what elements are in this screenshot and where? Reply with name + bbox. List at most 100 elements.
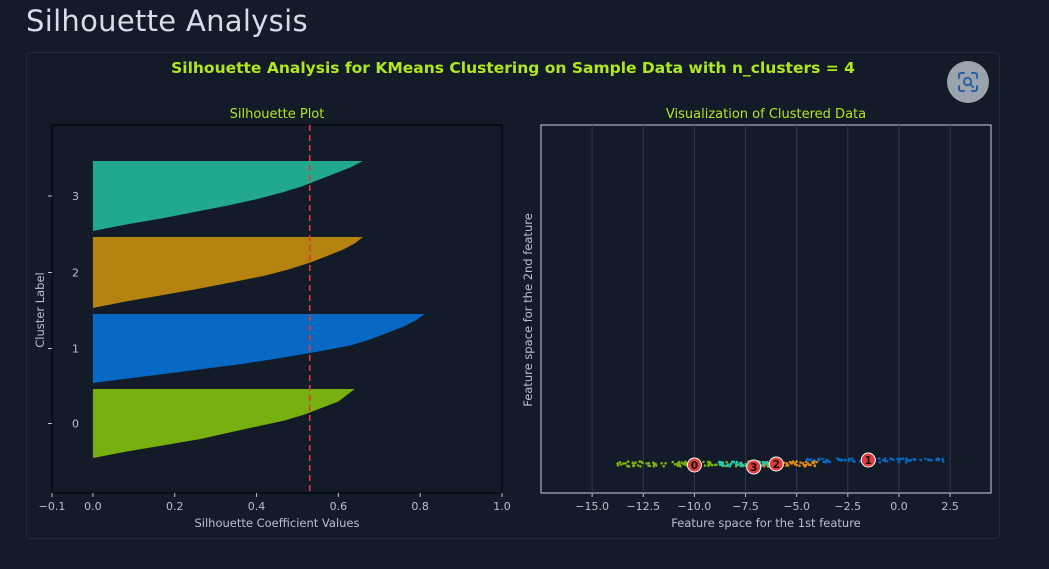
lens-icon xyxy=(958,72,978,92)
scatter-xtick-label: −5.0 xyxy=(783,500,810,513)
page-title: Silhouette Analysis xyxy=(26,4,308,38)
scatter-point-cluster-0 xyxy=(662,464,665,468)
scatter-point-cluster-3 xyxy=(736,463,740,467)
scatter-point-cluster-1 xyxy=(889,457,893,461)
scatter-point-cluster-1 xyxy=(901,457,905,461)
scatter-point-cluster-2 xyxy=(815,460,818,464)
scatter-point-cluster-0 xyxy=(616,462,619,465)
scatter-point-cluster-1 xyxy=(883,457,887,460)
cluster-center-2 xyxy=(768,456,784,472)
scatter-point-cluster-2 xyxy=(798,464,801,468)
scatter-point-cluster-1 xyxy=(897,460,901,463)
scatter-point-cluster-0 xyxy=(622,462,625,465)
scatter-point-cluster-3 xyxy=(741,464,745,468)
scatter-point-cluster-3 xyxy=(765,460,769,464)
scatter-point-cluster-1 xyxy=(825,458,828,462)
scatter-point-cluster-3 xyxy=(721,461,724,464)
scatter-point-cluster-0 xyxy=(734,465,738,468)
scatter-point-cluster-3 xyxy=(728,464,731,468)
scatter-point-cluster-1 xyxy=(924,457,927,461)
scatter-ylabel: Feature space for the 2nd feature xyxy=(521,213,535,407)
scatter-point-cluster-1 xyxy=(899,457,902,460)
scatter-xtick-label: −12.5 xyxy=(626,500,660,513)
scatter-xtick-label: −15.0 xyxy=(575,500,609,513)
figure-suptitle: Silhouette Analysis for KMeans Clusterin… xyxy=(171,59,855,77)
silhouette-xtick-label: 0.2 xyxy=(166,500,184,513)
scatter-point-cluster-0 xyxy=(702,460,705,464)
scatter-point-cluster-0 xyxy=(706,460,710,464)
scatter-point-cluster-3 xyxy=(735,460,739,464)
scatter-point-cluster-0 xyxy=(634,461,637,464)
silhouette-band-2 xyxy=(92,237,363,308)
scatter-point-cluster-0 xyxy=(619,463,623,466)
visual-search-button[interactable] xyxy=(947,61,989,103)
scatter-point-cluster-0 xyxy=(632,464,635,468)
silhouette-band-0 xyxy=(92,389,355,458)
scatter-axes-frame xyxy=(540,124,992,494)
scatter-plot-title: Visualization of Clustered Data xyxy=(666,107,866,122)
scatter-xtick-label: 0.0 xyxy=(890,500,908,513)
scatter-point-cluster-2 xyxy=(813,464,817,468)
scatter-point-cluster-1 xyxy=(919,458,922,462)
cluster-center-label-2: 2 xyxy=(773,459,780,471)
silhouette-xtick-label: 0.0 xyxy=(84,500,102,513)
scatter-xtick-label: 2.5 xyxy=(941,500,959,513)
scatter-point-cluster-1 xyxy=(935,457,939,461)
scatter-point-cluster-0 xyxy=(681,462,685,465)
scatter-point-cluster-2 xyxy=(799,461,802,464)
scatter-point-cluster-1 xyxy=(904,461,908,464)
scatter-point-cluster-1 xyxy=(877,457,881,460)
scatter-point-cluster-3 xyxy=(722,464,725,467)
scatter-point-cluster-0 xyxy=(626,464,629,468)
scatter-point-cluster-1 xyxy=(844,459,848,462)
scatter-point-cluster-3 xyxy=(766,464,770,467)
scatter-point-cluster-3 xyxy=(739,461,743,465)
scatter-point-cluster-1 xyxy=(817,457,821,461)
scatter-point-cluster-0 xyxy=(647,461,650,465)
scatter-point-cluster-2 xyxy=(785,464,788,467)
scatter-point-cluster-1 xyxy=(883,459,887,463)
scatter-point-cluster-0 xyxy=(679,465,682,468)
silhouette-xtick-label: −0.1 xyxy=(39,500,66,513)
scatter-point-cluster-0 xyxy=(618,461,622,464)
scatter-point-cluster-0 xyxy=(673,463,677,466)
scatter-point-cluster-0 xyxy=(652,465,656,468)
scatter-point-cluster-1 xyxy=(896,457,899,461)
cluster-tick-label-0: 0 xyxy=(72,418,79,431)
scatter-point-cluster-0 xyxy=(639,465,642,468)
silhouette-plot-title: Silhouette Plot xyxy=(230,107,325,122)
scatter-point-cluster-1 xyxy=(822,460,826,464)
silhouette-xtick-label: 0.4 xyxy=(248,500,266,513)
scatter-xtick-label: −2.5 xyxy=(834,500,861,513)
scatter-point-cluster-1 xyxy=(853,460,856,464)
scatter-point-cluster-3 xyxy=(761,461,765,464)
silhouette-xlabel: Silhouette Coefficient Values xyxy=(194,516,359,530)
scatter-point-cluster-1 xyxy=(825,460,828,464)
cluster-center-0 xyxy=(686,457,702,473)
cluster-center-label-0: 0 xyxy=(691,460,698,472)
scatter-point-cluster-0 xyxy=(641,461,644,465)
scatter-point-cluster-0 xyxy=(624,462,627,465)
scatter-point-cluster-1 xyxy=(848,457,851,461)
scatter-point-cluster-2 xyxy=(794,463,797,466)
scatter-point-cluster-3 xyxy=(732,460,736,464)
scatter-point-cluster-0 xyxy=(676,462,680,465)
cluster-center-3 xyxy=(746,459,762,475)
scatter-point-cluster-2 xyxy=(807,463,811,467)
scatter-point-cluster-1 xyxy=(878,461,882,464)
scatter-point-cluster-1 xyxy=(821,457,824,461)
scatter-point-cluster-1 xyxy=(941,460,945,463)
scatter-point-cluster-3 xyxy=(729,462,733,466)
scatter-point-cluster-2 xyxy=(788,460,792,464)
scatter-point-cluster-0 xyxy=(684,460,687,464)
scatter-point-cluster-3 xyxy=(717,460,721,464)
scatter-point-cluster-1 xyxy=(941,457,944,461)
scatter-point-cluster-0 xyxy=(652,462,656,465)
scatter-point-cluster-1 xyxy=(927,458,930,461)
scatter-point-cluster-2 xyxy=(804,460,808,464)
cluster-center-label-1: 1 xyxy=(865,455,872,467)
scatter-point-cluster-2 xyxy=(801,461,805,465)
scatter-point-cluster-0 xyxy=(684,463,688,467)
silhouette-xtick-label: 1.0 xyxy=(493,500,511,513)
